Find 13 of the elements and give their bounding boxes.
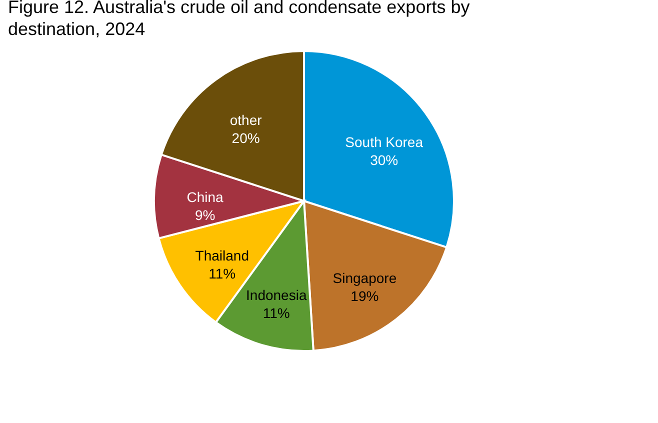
slice-label: other [230, 112, 262, 128]
slice-label: China [186, 188, 224, 205]
chart-title: Figure 12. Australia's crude oil and condensate exports by destination, 2024 [8, 0, 470, 39]
data-label: 9% [194, 206, 216, 223]
data-label: 11% [208, 266, 236, 282]
data-label: 19% [350, 288, 379, 304]
data-label: 20% [232, 130, 260, 146]
slice-label: Thailand [195, 248, 249, 264]
data-label: 30% [370, 152, 398, 168]
slice-label: Indonesia [246, 287, 307, 304]
data-label: 11% [262, 305, 290, 322]
slice-label: South Korea [345, 134, 424, 150]
slice-label: Singapore [332, 270, 397, 286]
